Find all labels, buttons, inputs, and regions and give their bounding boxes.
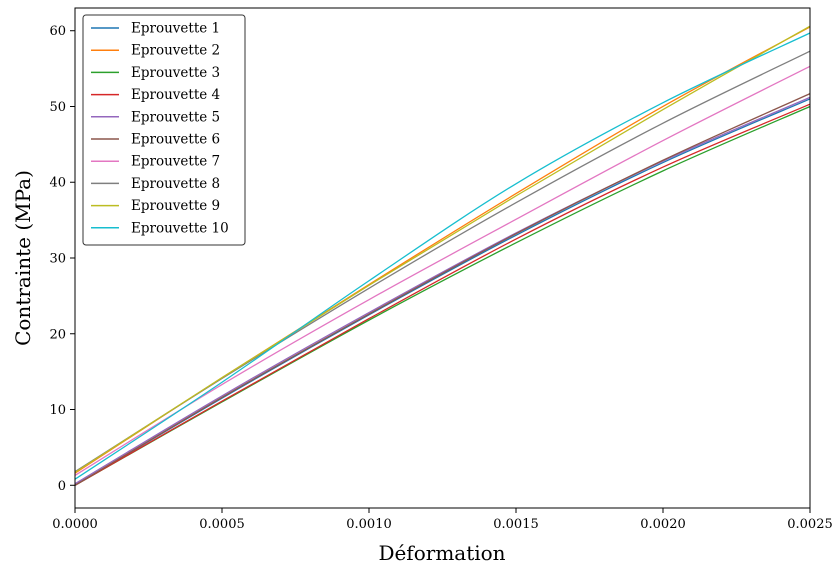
plot-lines [74,25,811,486]
x-tick-label: 0.0020 [640,517,686,532]
y-tick-label: 50 [49,100,66,115]
y-tick-label: 0 [58,479,66,494]
x-tick-label: 0.0015 [493,517,539,532]
series-line-10 [74,32,811,480]
legend: Eprouvette 1 Eprouvette 2 Eprouvette 3 Epro… [82,14,246,246]
legend-label: Eprouvette 4 [131,87,220,103]
legend-label: Eprouvette 9 [131,198,220,214]
legend-label: Eprouvette 3 [131,65,220,81]
x-axis: 0.0000 0.0005 0.0010 0.0015 0.0020 0.0025 [52,508,833,532]
series-line-6 [74,93,811,486]
y-tick-label: 60 [49,24,66,39]
y-tick-label: 10 [49,403,66,418]
y-tick-label: 30 [49,252,66,267]
legend-label: Eprouvette 10 [131,220,229,236]
series-line-4 [74,103,811,486]
y-tick-label: 20 [49,327,66,342]
series-line-9 [74,25,811,473]
x-tick-label: 0.0010 [346,517,392,532]
y-axis: 0 10 20 30 40 50 60 [49,24,75,494]
series-line-5 [74,96,811,485]
legend-label: Eprouvette 6 [131,132,220,148]
y-tick-label: 40 [49,176,66,191]
y-axis-label: Contrainte (MPa) [11,170,35,346]
legend-label: Eprouvette 7 [131,154,220,170]
legend-label: Eprouvette 8 [131,176,220,192]
x-tick-label: 0.0000 [52,517,98,532]
legend-label: Eprouvette 5 [131,109,220,125]
legend-label: Eprouvette 2 [131,43,220,59]
x-axis-label: Déformation [378,541,505,565]
x-tick-label: 0.0005 [199,517,245,532]
x-tick-label: 0.0025 [787,517,833,532]
legend-box [82,14,246,246]
legend-label: Eprouvette 1 [131,21,220,37]
